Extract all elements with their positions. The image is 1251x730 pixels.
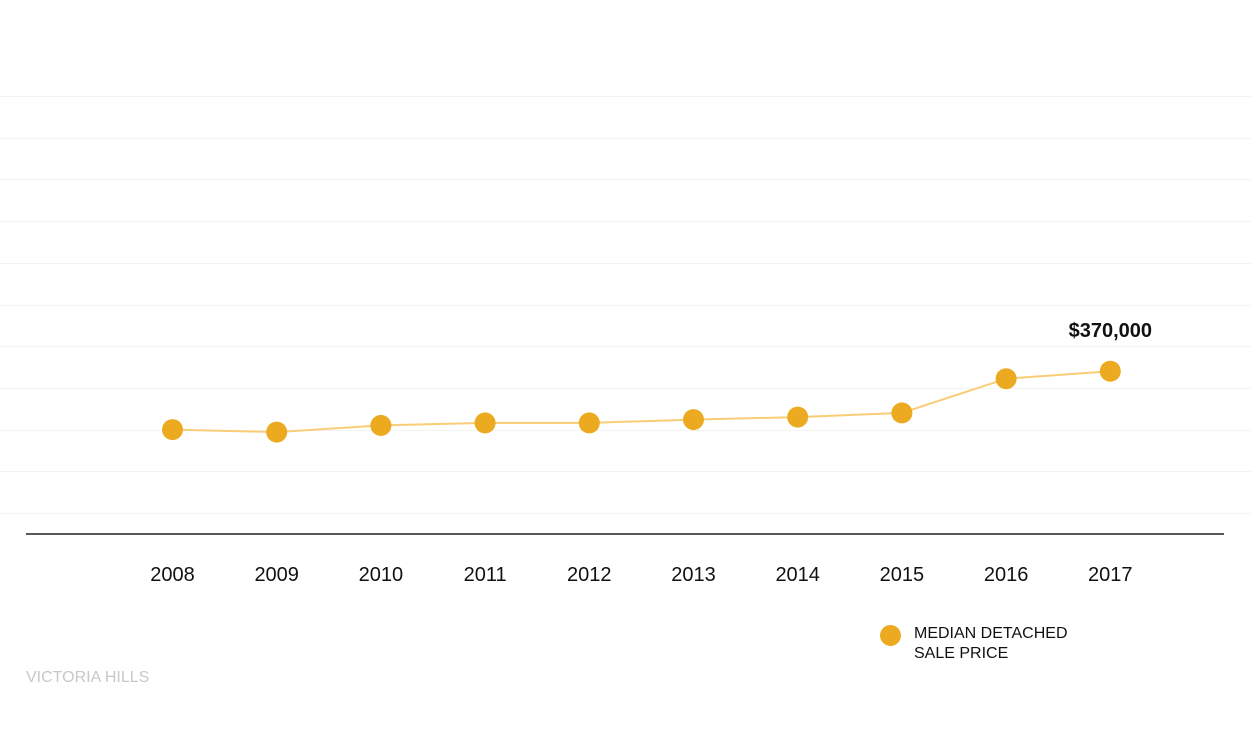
series-median-detached	[162, 360, 1121, 443]
x-tick-label: 2017	[1088, 564, 1133, 586]
x-tick-label: 2015	[880, 564, 925, 586]
data-point-2008	[162, 419, 183, 441]
legend: MEDIAN DETACHED SALE PRICE	[880, 624, 1104, 664]
x-tick-label: 2014	[775, 564, 820, 586]
series-line	[172, 370, 1111, 434]
x-tick-label: 2013	[671, 564, 716, 586]
data-point-2013	[683, 409, 704, 431]
data-point-2017	[1099, 360, 1121, 382]
x-axis-ticks: 2008 2009 2010 2011 2012 2013 2014 2015 2016 2017	[150, 564, 1132, 586]
x-tick-label: 2011	[464, 564, 507, 586]
legend-label-line2: SALE PRICE	[914, 645, 1009, 662]
x-tick-label: 2008	[150, 564, 195, 586]
source-label: VICTORIA HILLS	[26, 669, 150, 686]
data-point-2011	[474, 412, 496, 434]
data-point-2014	[787, 406, 809, 428]
x-tick-label: 2009	[254, 564, 299, 586]
gridlines	[0, 96, 1251, 514]
x-tick-label: 2010	[359, 564, 404, 586]
legend-label: MEDIAN DETACHED SALE PRICE	[914, 624, 1104, 664]
data-point-2015	[891, 402, 913, 424]
legend-swatch	[880, 625, 901, 646]
x-tick-label: 2012	[567, 564, 612, 586]
data-point-2012	[578, 412, 600, 434]
data-point-2016	[995, 368, 1017, 390]
data-point-2010	[370, 414, 392, 436]
data-label: $370,000	[1069, 320, 1152, 342]
x-tick-label: 2016	[984, 564, 1029, 586]
data-point-2009	[266, 421, 288, 443]
annotations: $370,000	[1069, 320, 1152, 342]
legend-label-line1: MEDIAN DETACHED	[914, 625, 1068, 642]
